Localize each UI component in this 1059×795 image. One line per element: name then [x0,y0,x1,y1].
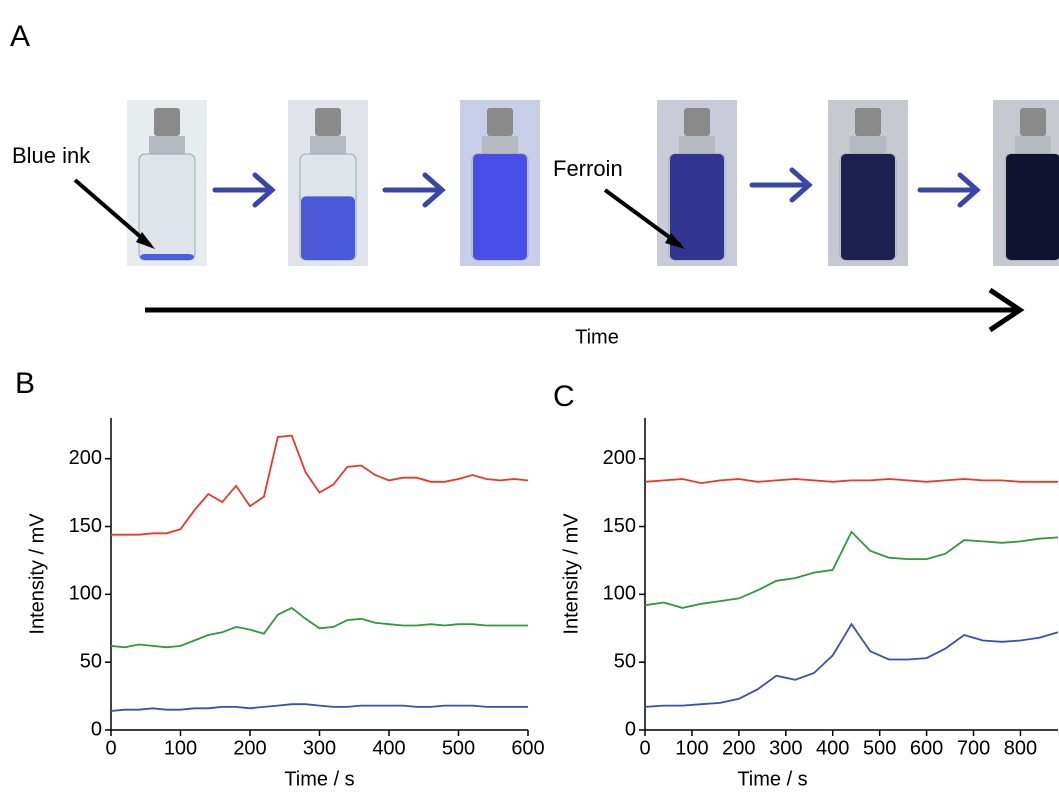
x-axis-label: Time / s [737,768,807,790]
x-tick-label: 0 [105,737,116,759]
x-tick-label: 300 [303,737,336,759]
y-tick-label: 100 [69,583,102,605]
line-series [110,606,528,649]
y-axis-label: Intensity / mV [26,513,48,635]
pointer-head [665,233,685,249]
x-tick-label: 0 [639,737,650,759]
vial-cap [1020,108,1046,136]
time-arrow-head [988,287,1025,333]
y-tick-label: 200 [69,447,102,469]
pointer-arrow [603,188,682,247]
y-tick-label: 200 [603,447,636,469]
x-tick-label: 200 [722,737,755,759]
x-tick-label: 500 [863,737,896,759]
line-series [644,622,1059,708]
vial-cap [684,108,710,136]
x-tick-label: 300 [769,737,802,759]
y-tick-label: 50 [614,650,636,672]
vial-neck [310,136,346,154]
x-tick-label: 400 [372,737,405,759]
x-tick-label: 100 [164,737,197,759]
photo-row [127,100,1059,266]
line-series [111,434,529,536]
vial-liquid [473,154,527,260]
vial-neck [850,136,886,154]
annotation: Blue ink [12,143,91,168]
vial-cap [855,108,881,136]
vial-cap [315,108,341,136]
x-tick-label: 600 [910,737,943,759]
x-tick-label: 700 [957,737,990,759]
vial-neck [1015,136,1051,154]
panel-label: A [10,20,30,53]
panel-label: C [553,380,575,413]
line-series [644,530,1059,609]
annotation: Ferroin [553,156,623,181]
time-label: Time [575,326,619,348]
x-tick-label: 500 [442,737,475,759]
x-tick-label: 600 [511,737,544,759]
vial-liquid [841,154,895,260]
x-tick-label: 800 [1004,737,1037,759]
vial-cap [154,108,180,136]
vial-cap [487,108,513,136]
pointer-arrow [73,178,152,247]
y-tick-label: 150 [69,515,102,537]
x-tick-label: 200 [233,737,266,759]
y-tick-label: 0 [91,718,102,740]
x-tick-label: 100 [675,737,708,759]
x-axis-label: Time / s [284,768,354,790]
y-tick-label: 50 [80,650,102,672]
line-series [110,703,528,712]
vial-neck [679,136,715,154]
vial-liquid [670,154,724,260]
step-arrows [212,167,981,208]
x-tick-label: 400 [816,737,849,759]
panel-label: B [15,367,35,400]
y-tick-label: 100 [603,583,636,605]
line-series [644,478,1058,485]
vial-liquid [140,254,194,260]
vial-neck [149,136,185,154]
vial-neck [482,136,518,154]
y-axis-label: Intensity / mV [560,513,582,635]
vial-liquid [1006,154,1059,260]
y-tick-label: 150 [603,515,636,537]
y-tick-label: 0 [625,718,636,740]
pointer-head [136,232,155,249]
vial-liquid [301,196,355,260]
